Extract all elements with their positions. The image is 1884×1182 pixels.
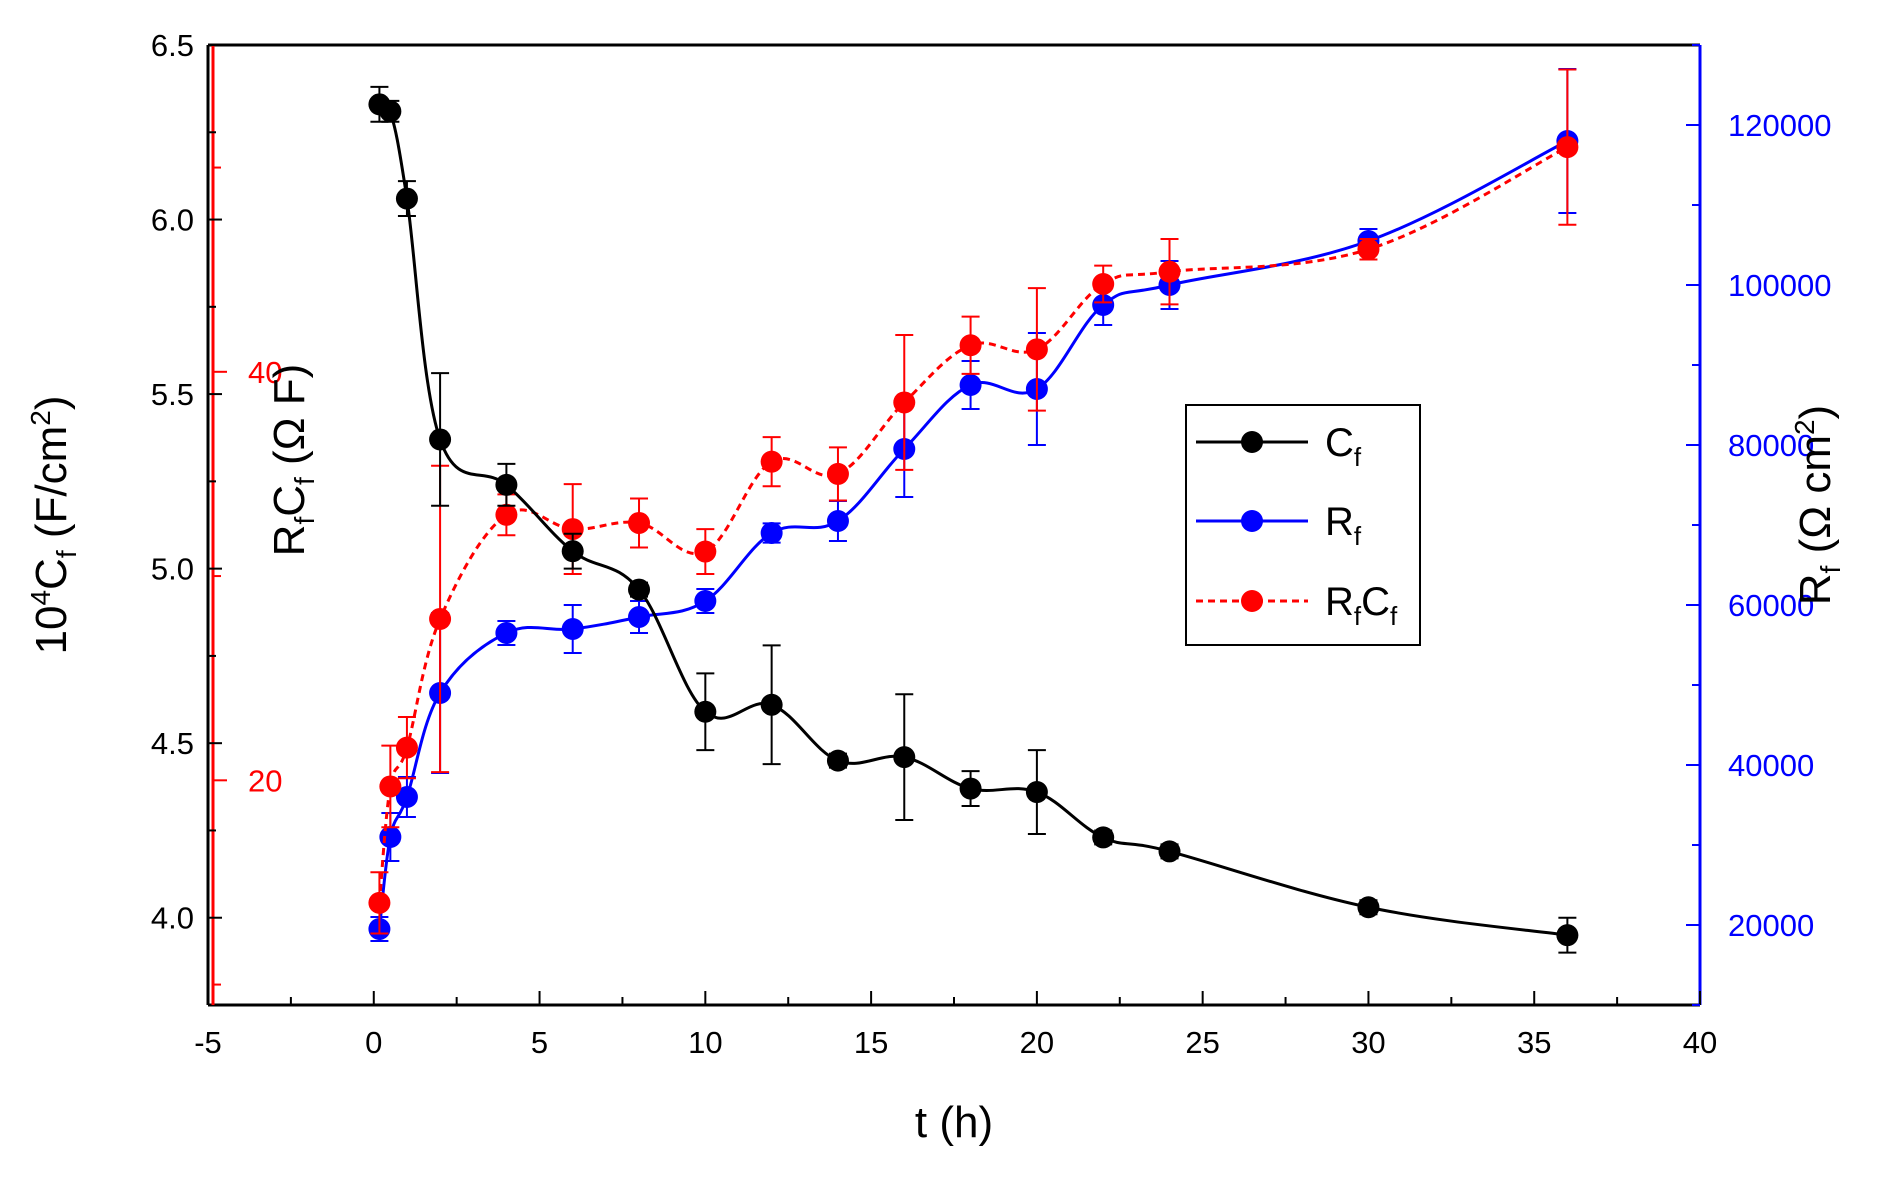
right-tick-label: 40000 [1728,748,1814,783]
legend-box [1185,404,1421,646]
x-tick-label: 40 [1683,1025,1717,1060]
data-point [561,618,584,640]
data-point [379,100,402,123]
data-point [628,578,651,601]
data-point [1556,136,1579,159]
legend-label-cf: Cf [1325,421,1362,472]
data-point [893,746,916,769]
data-point [959,374,982,396]
series-2 [368,68,1579,935]
left-tick-label: 5.0 [151,552,194,587]
x-tick-label: 15 [854,1025,888,1060]
offset-tick-label: 40 [248,355,282,390]
data-point [959,777,982,800]
data-point [368,891,391,914]
data-point [628,606,651,628]
x-tick-label: 30 [1351,1025,1385,1060]
data-point [429,428,452,451]
data-point [1357,896,1380,919]
right-tick-label: 100000 [1728,268,1831,303]
data-point [628,511,651,534]
legend-item-rf: Rf [1196,500,1362,551]
right-tick-label: 20000 [1728,908,1814,943]
data-point [495,473,518,496]
series-layer [368,68,1579,954]
data-point [1357,238,1380,261]
data-point [1025,781,1048,804]
series-0 [368,85,1579,954]
legend-label-rfcf: RfCf [1325,580,1398,631]
data-point [760,693,783,716]
data-point [893,391,916,414]
data-point [561,540,584,563]
data-point [760,450,783,473]
data-point [694,590,717,612]
data-point [826,749,849,772]
x-axis-ticks: -5 0 5 10 15 20 25 30 35 40 [194,991,1717,1060]
data-point [1158,840,1181,863]
x-tick-label: 10 [688,1025,722,1060]
left-axis-title: 104Cf (F/cm2) [25,396,82,655]
x-tick-label: 25 [1185,1025,1219,1060]
data-point [379,775,402,798]
left-tick-label: 6.5 [151,28,194,63]
data-point [379,826,402,848]
series-line [377,145,1569,904]
data-point [1092,826,1115,849]
right-axis-title: Rf (Ω cm2) [1789,405,1846,605]
x-tick-label: 0 [365,1025,382,1060]
data-point [395,187,418,210]
data-point [1025,338,1048,361]
legend-item-rfcf: RfCf [1196,580,1398,631]
data-point [1556,924,1579,947]
data-point [429,607,452,630]
data-point [395,736,418,759]
offset-tick-label: 20 [248,763,282,798]
x-axis-title: t (h) [915,1098,993,1147]
data-point [1092,294,1115,316]
data-point [959,334,982,357]
data-point [1092,272,1115,295]
right-tick-label: 80000 [1728,428,1814,463]
right-tick-label: 120000 [1728,108,1831,143]
offset-axis-title: RfCf (Ω F) [265,364,320,557]
legend: Cf Rf RfCf [1185,404,1421,646]
data-point [826,510,849,532]
legend-label-rf: Rf [1325,500,1362,551]
right-tick-label: 60000 [1728,588,1814,623]
data-point [495,503,518,526]
legend-marker-cf [1241,431,1263,453]
legend-marker-rf [1241,510,1263,532]
x-tick-label: 5 [531,1025,548,1060]
data-point [694,700,717,723]
right-axis-ticks: 20000 40000 60000 80000 100000 120000 [1686,44,1831,1006]
left-tick-label: 6.0 [151,203,194,238]
left-axis-ticks: 4.0 4.5 5.0 5.5 6.0 6.5 [151,28,222,936]
data-point [1158,260,1181,283]
left-tick-label: 5.5 [151,377,194,412]
data-point [826,462,849,485]
legend-item-cf: Cf [1196,421,1362,472]
data-point [495,622,518,644]
data-point [395,786,418,808]
left-tick-label: 4.5 [151,726,194,761]
data-point [694,540,717,563]
x-tick-label: -5 [194,1025,222,1060]
legend-marker-rfcf [1241,590,1263,612]
x-tick-label: 35 [1517,1025,1551,1060]
left-tick-label: 4.0 [151,901,194,936]
x-tick-label: 20 [1020,1025,1054,1060]
data-point [760,522,783,544]
